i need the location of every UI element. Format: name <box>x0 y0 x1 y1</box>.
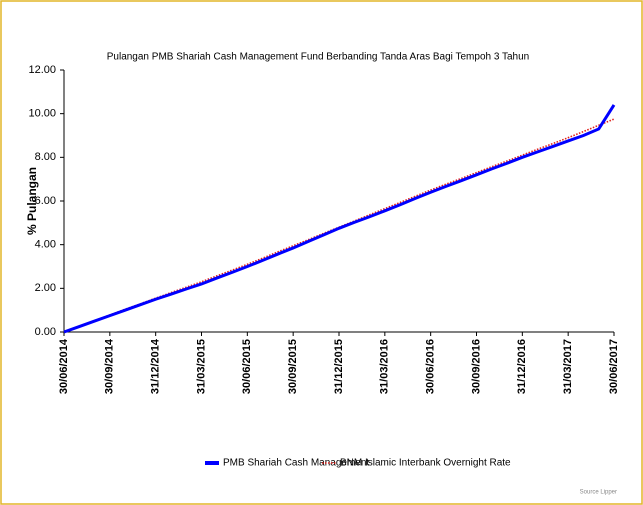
y-tick-label: 12.00 <box>28 64 56 76</box>
x-tick-label: 30/06/2016 <box>425 339 437 394</box>
y-tick-label: 8.00 <box>35 151 56 163</box>
y-tick-label: 2.00 <box>35 282 56 294</box>
x-tick-label: 30/06/2017 <box>608 339 620 394</box>
x-tick-label: 31/03/2017 <box>562 339 574 394</box>
chart-title: Pulangan PMB Shariah Cash Management Fun… <box>107 52 530 63</box>
y-tick-label: 10.00 <box>28 108 56 120</box>
x-tick-label: 30/09/2015 <box>287 339 299 394</box>
source-note: Source Lipper <box>580 490 617 496</box>
x-tick-label: 31/12/2014 <box>150 338 162 394</box>
x-tick-label: 31/03/2015 <box>195 339 207 394</box>
x-tick-label: 31/12/2015 <box>333 339 345 394</box>
x-tick-label: 30/06/2015 <box>241 339 253 394</box>
x-tick-label: 31/12/2016 <box>516 339 528 394</box>
x-tick-label: 30/06/2014 <box>58 338 70 394</box>
y-tick-label: 0.00 <box>35 326 56 338</box>
x-tick-label: 31/03/2016 <box>379 339 391 394</box>
series-line <box>63 104 616 334</box>
y-tick-label: 4.00 <box>35 239 56 251</box>
y-axis-label: % Pulangan <box>25 167 39 235</box>
legend-label: BNM Islamic Interbank Overnight Rate <box>340 458 511 469</box>
x-tick-label: 30/09/2014 <box>104 338 116 394</box>
x-tick-label: 30/09/2016 <box>470 339 482 394</box>
legend-label: PMB Shariah Cash Management <box>223 458 369 469</box>
y-tick-label: 6.00 <box>35 195 56 207</box>
